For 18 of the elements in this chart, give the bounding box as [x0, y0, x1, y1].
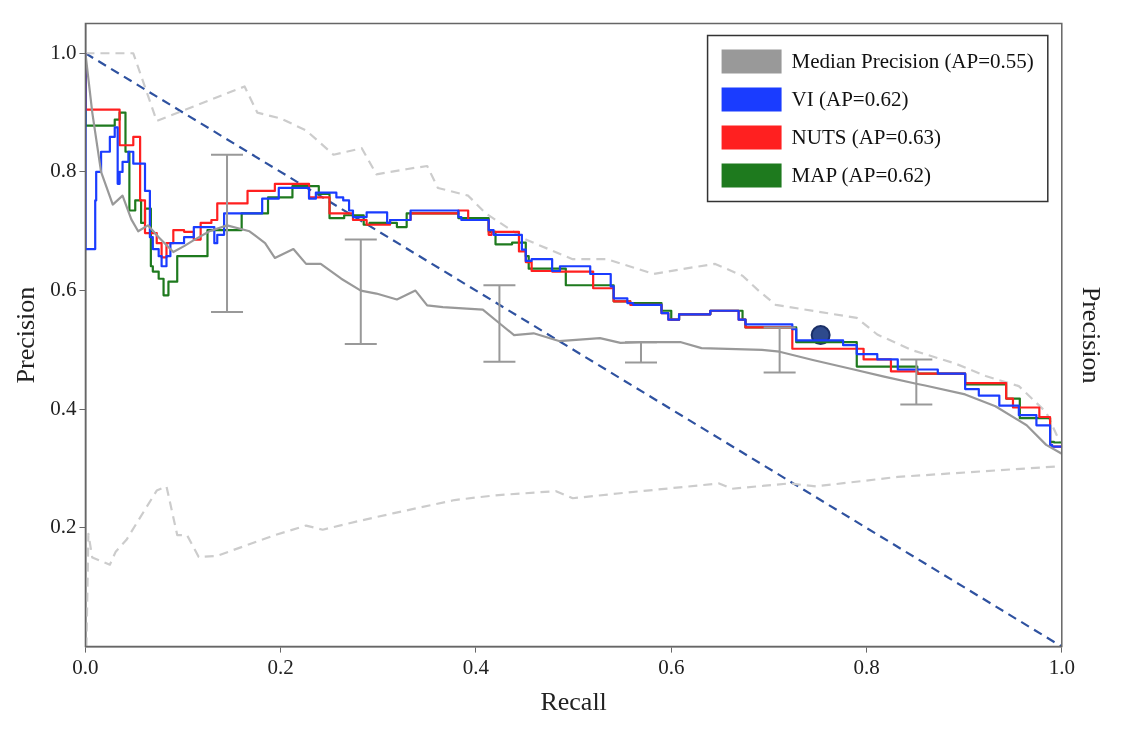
y-tick-label: 0.8 — [50, 158, 77, 183]
legend-label: Median Precision (AP=0.55) — [791, 49, 1034, 74]
y-tick-label: 0.4 — [50, 395, 77, 420]
x-axis-title: Recall — [540, 687, 607, 717]
y-tick-label: 0.2 — [50, 514, 77, 539]
legend-label: VI (AP=0.62) — [791, 87, 909, 112]
y-tick-label: 0.6 — [50, 277, 77, 302]
x-tick-label: 0.0 — [72, 654, 99, 679]
y-tick-label: 1.0 — [50, 39, 77, 64]
x-tick-label: 1.0 — [1048, 654, 1075, 679]
x-tick-label: 0.4 — [462, 654, 490, 679]
x-tick-label: 0.8 — [853, 654, 880, 679]
legend-label: MAP (AP=0.62) — [791, 163, 931, 188]
y2-axis-title: Precision — [1076, 286, 1106, 384]
x-tick-label: 0.6 — [658, 654, 685, 679]
y-axis-title: Precision — [11, 286, 41, 384]
legend-label: NUTS (AP=0.63) — [791, 125, 942, 150]
x-tick-label: 0.2 — [267, 654, 294, 679]
